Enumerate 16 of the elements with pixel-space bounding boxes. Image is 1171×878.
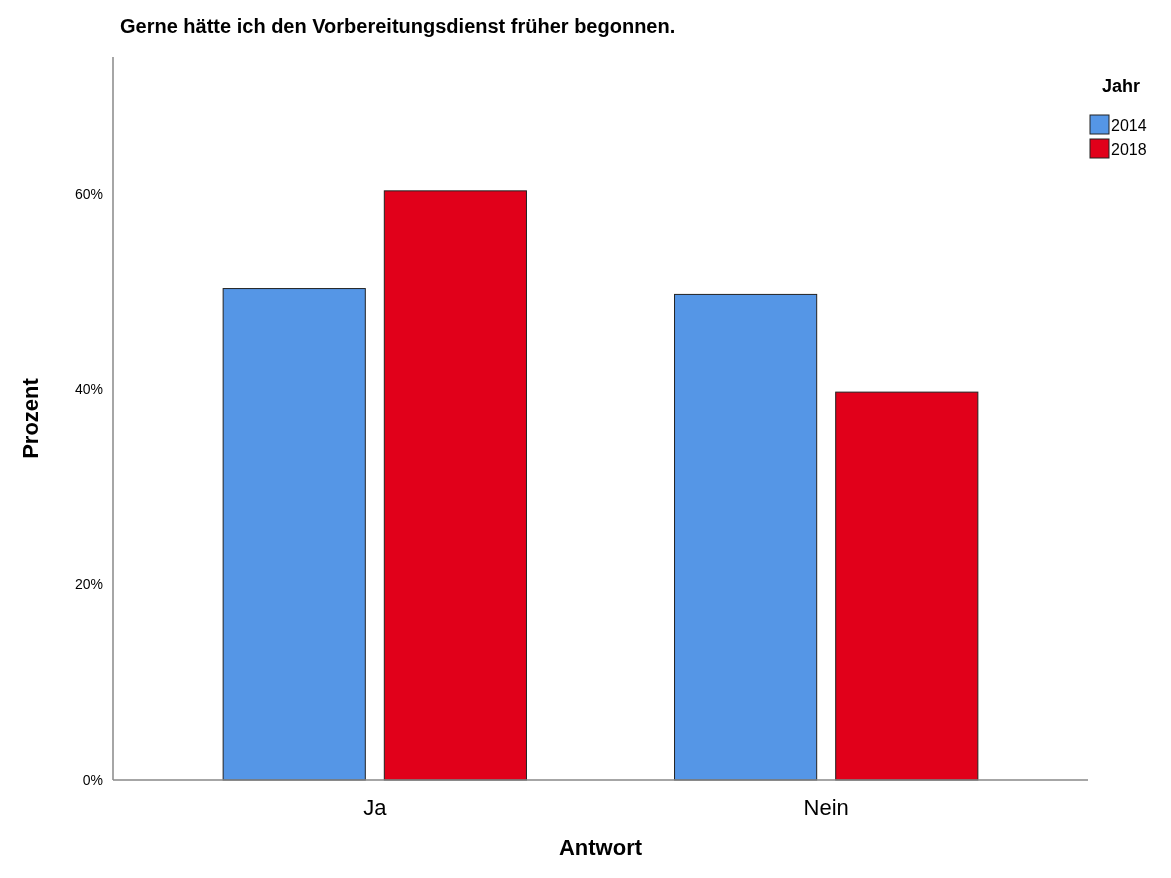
bar xyxy=(222,288,366,781)
legend-label: 2018 xyxy=(1111,140,1147,158)
legend-label: 2014 xyxy=(1111,116,1147,134)
chart-title: Gerne hätte ich den Vorbereitungsdienst früher begonnen. xyxy=(120,15,676,37)
y-axis-title: Prozent xyxy=(18,377,43,459)
x-tick-label: Nein xyxy=(803,795,849,820)
bar xyxy=(674,293,818,781)
y-tick-label: 20% xyxy=(74,576,103,593)
y-tick-label: 40% xyxy=(74,381,103,398)
legend-title: Jahr xyxy=(1102,76,1141,96)
x-tick-label: Ja xyxy=(363,795,388,820)
bar xyxy=(835,391,979,781)
bar xyxy=(383,190,527,781)
y-tick-label: 0% xyxy=(82,771,103,788)
x-axis-title: Antwort xyxy=(558,835,643,860)
y-tick-label: 60% xyxy=(74,185,103,202)
